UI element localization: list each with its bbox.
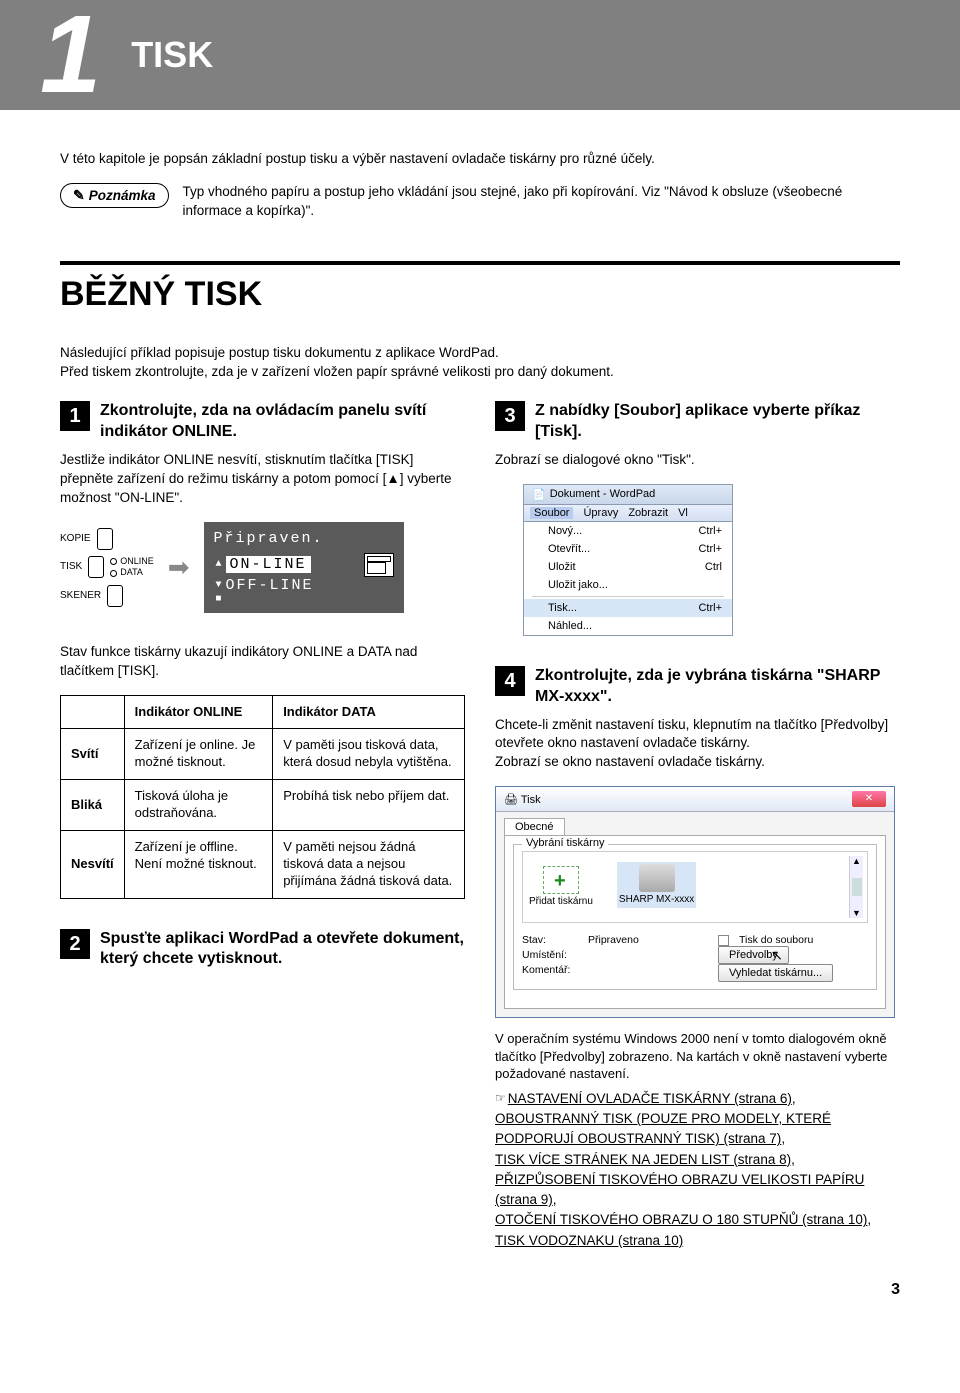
- th-data: Indikátor DATA: [273, 695, 465, 729]
- step-3-header: 3 Z nabídky [Soubor] aplikace vyberte př…: [495, 401, 900, 443]
- th-blank: [61, 695, 125, 729]
- tab-obecne[interactable]: Obecné: [504, 818, 565, 835]
- step-4-header: 4 Zkontrolujte, zda je vybrána tiskárna …: [495, 666, 900, 708]
- menu-item-ulozit-jako[interactable]: Uložit jako...: [524, 576, 732, 594]
- printer-device-icon: [639, 864, 675, 892]
- menu-vl[interactable]: Vl: [678, 507, 688, 519]
- menu-item-otevrit[interactable]: Otevřít...Ctrl+: [524, 540, 732, 558]
- step-1-body: Jestliže indikátor ONLINE nesvítí, stisk…: [60, 451, 465, 508]
- note-block: ✎ Poznámka Typ vhodného papíru a postup …: [60, 183, 900, 221]
- vyhledat-tiskarnu-button[interactable]: Vyhledat tiskárnu...: [718, 964, 833, 982]
- square-icon: ■: [214, 594, 226, 605]
- step-2-header: 2 Spusťte aplikaci WordPad a otevřete do…: [60, 929, 465, 971]
- led-icon: [110, 570, 117, 577]
- copier-icon: [364, 553, 394, 577]
- add-printer-icon: [543, 866, 579, 894]
- scroll-up-icon: ▲: [852, 856, 861, 866]
- link-oboustranny[interactable]: OBOUSTRANNÝ TISK (POUZE PRO MODELY, KTER…: [495, 1111, 831, 1146]
- section-title: BĚŽNÝ TISK: [60, 275, 900, 314]
- section-intro: Následující příklad popisuje postup tisk…: [60, 344, 900, 382]
- section-divider: [60, 261, 900, 265]
- tisk-label: TISK: [60, 557, 82, 577]
- row-sviti: Svítí: [61, 729, 125, 780]
- menu-item-ulozit[interactable]: UložitCtrl: [524, 558, 732, 576]
- chapter-number: 1: [0, 11, 131, 99]
- triangle-up-icon: ▲: [214, 559, 226, 570]
- scrollbar[interactable]: ▲▼: [849, 856, 863, 918]
- chapter-header: 1 TISK: [0, 0, 960, 110]
- dialog-titlebar: 🖨 Tisk ✕: [496, 787, 894, 812]
- cursor-icon: ↖: [771, 947, 783, 964]
- print-dialog: 🖨 Tisk ✕ Obecné Vybrání tiskárny Přidat …: [495, 786, 895, 1018]
- chapter-title: TISK: [131, 34, 213, 76]
- group-label: Vybrání tiskárny: [522, 837, 608, 849]
- menu-item-tisk[interactable]: Tisk...Ctrl+: [524, 599, 732, 617]
- sharp-printer[interactable]: SHARP MX-xxxx: [617, 862, 696, 908]
- add-printer[interactable]: Přidat tiskárnu: [529, 866, 593, 908]
- scroll-down-icon: ▼: [852, 908, 861, 918]
- step-3-body: Zobrazí se dialogové okno "Tisk".: [495, 451, 900, 470]
- note-text: Typ vhodného papíru a postup jeho vkládá…: [183, 183, 900, 221]
- wordpad-window: 📄 Dokument - WordPad Soubor Úpravy Zobra…: [523, 484, 733, 636]
- close-icon[interactable]: ✕: [852, 791, 886, 807]
- step-2-title: Spusťte aplikaci WordPad a otevřete doku…: [100, 929, 465, 971]
- wordpad-menubar: Soubor Úpravy Zobrazit Vl: [524, 505, 732, 522]
- pen-icon: ✎: [73, 187, 85, 204]
- led-icon: [110, 558, 117, 565]
- kopie-label: KOPIE: [60, 529, 91, 549]
- link-vice-stranek[interactable]: TISK VÍCE STRÁNEK NA JEDEN LIST (strana …: [495, 1152, 791, 1167]
- step-number: 2: [60, 929, 90, 959]
- link-prizpusobeni[interactable]: PŘIZPŮSOBENÍ TISKOVÉHO OBRAZU VELIKOSTI …: [495, 1172, 864, 1207]
- kopie-button-icon: [97, 528, 113, 550]
- checkbox-tisk-do-souboru[interactable]: [718, 935, 729, 946]
- intro-text: V této kapitole je popsán základní postu…: [60, 150, 900, 169]
- triangle-down-icon: ▼: [214, 580, 226, 591]
- document-icon: 📄: [532, 488, 546, 501]
- printer-icon: 🖨: [504, 794, 518, 806]
- th-online: Indikátor ONLINE: [124, 695, 273, 729]
- skener-button-icon: [107, 585, 123, 607]
- step-4-body: Chcete-li změnit nastavení tisku, klepnu…: [495, 716, 900, 773]
- tisk-button-icon: [88, 556, 104, 578]
- lcd-online: ON-LINE: [226, 556, 311, 573]
- indicator-table: Indikátor ONLINE Indikátor DATA Svítí Za…: [60, 695, 465, 899]
- pointer-icon: ☞: [495, 1091, 506, 1105]
- menu-separator: [532, 596, 724, 597]
- soubor-dropdown: Nový...Ctrl+ Otevřít...Ctrl+ UložitCtrl …: [524, 522, 732, 635]
- page-number: 3: [60, 1281, 900, 1299]
- control-panel-illustration: KOPIE TISK ONLINE DATA SKENER ➡ Připrave…: [60, 522, 465, 613]
- wordpad-titlebar: 📄 Dokument - WordPad: [524, 485, 732, 505]
- step-1-title: Zkontrolujte, zda na ovládacím panelu sv…: [100, 401, 465, 443]
- arrow-right-icon: ➡: [168, 552, 190, 583]
- status-text: Stav funkce tiskárny ukazují indikátory …: [60, 643, 465, 681]
- row-nesviti: Nesvítí: [61, 830, 125, 898]
- link-otoceni[interactable]: OTOČENÍ TISKOVÉHO OBRAZU O 180 STUPŇŮ (s…: [495, 1212, 867, 1227]
- link-vodoznak[interactable]: TISK VODOZNAKU (strana 10): [495, 1233, 683, 1248]
- row-blika: Bliká: [61, 780, 125, 831]
- link-nastaveni[interactable]: NASTAVENÍ OVLADAČE TISKÁRNY (strana 6): [508, 1091, 792, 1106]
- lcd-ready: Připraven.: [214, 530, 394, 547]
- lcd-offline: OFF-LINE: [226, 577, 314, 594]
- step-number: 3: [495, 401, 525, 431]
- step-4-after: V operačním systému Windows 2000 není v …: [495, 1030, 900, 1083]
- menu-upravy[interactable]: Úpravy: [583, 507, 618, 519]
- panel-buttons: KOPIE TISK ONLINE DATA SKENER: [60, 528, 154, 607]
- step-3-title: Z nabídky [Soubor] aplikace vyberte přík…: [535, 401, 900, 443]
- menu-zobrazit[interactable]: Zobrazit: [628, 507, 668, 519]
- menu-item-nahled[interactable]: Náhled...: [524, 617, 732, 635]
- menu-item-novy[interactable]: Nový...Ctrl+: [524, 522, 732, 540]
- step-number: 4: [495, 666, 525, 696]
- step-4-title: Zkontrolujte, zda je vybrána tiskárna "S…: [535, 666, 900, 708]
- note-badge: ✎ Poznámka: [60, 183, 169, 208]
- scroll-thumb: [852, 878, 862, 896]
- step-1-header: 1 Zkontrolujte, zda na ovládacím panelu …: [60, 401, 465, 443]
- menu-soubor[interactable]: Soubor: [530, 507, 573, 519]
- lcd-display: Připraven. ▲ ON-LINE ▼ OFF-LINE ■: [204, 522, 404, 613]
- reference-links: ☞NASTAVENÍ OVLADAČE TISKÁRNY (strana 6),…: [495, 1089, 900, 1251]
- led-group: ONLINE DATA: [110, 556, 154, 579]
- note-badge-label: Poznámka: [89, 188, 156, 203]
- skener-label: SKENER: [60, 586, 101, 606]
- step-number: 1: [60, 401, 90, 431]
